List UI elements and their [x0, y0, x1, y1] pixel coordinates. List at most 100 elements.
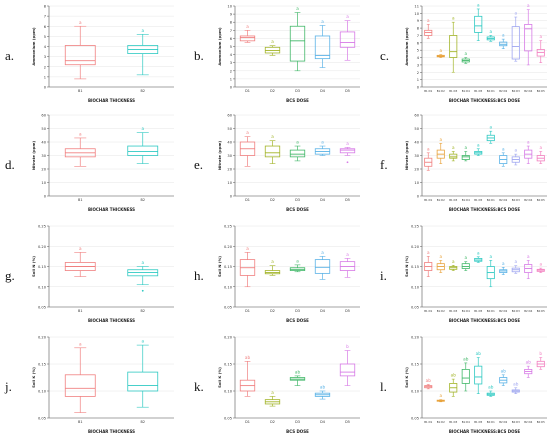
- box-3: ab: [449, 373, 458, 397]
- box-iqr: [289, 25, 306, 62]
- significance-letter: a: [539, 145, 542, 150]
- box-4: a: [461, 145, 470, 162]
- y-tick-label: 4: [417, 56, 420, 60]
- y-tick-label: 0.10: [224, 390, 233, 394]
- y-tick-label: 0.25: [38, 225, 46, 229]
- x-tick-label: B2:D2: [499, 309, 507, 313]
- significance-letter: a: [527, 3, 530, 8]
- box-2: a: [264, 259, 281, 276]
- box-4: a: [314, 140, 331, 156]
- y-tick-label: 6: [230, 37, 233, 41]
- box-4: ab: [314, 385, 331, 400]
- x-tick-label: B1: [78, 420, 82, 424]
- y-tick-label: 8: [230, 21, 233, 25]
- y-axis-label: Ammonium (ppm): [31, 27, 36, 66]
- box-10: a: [536, 34, 545, 64]
- box-5: b: [339, 344, 356, 386]
- box-iqr: [461, 369, 470, 384]
- significance-letter: a: [427, 146, 430, 151]
- box-7: a: [499, 261, 508, 275]
- y-tick-label: 0.10: [224, 285, 233, 289]
- significance-letter: a: [141, 28, 144, 33]
- box-plot-svg: 0 1 2 3 4 5 6 7 8 9 10 11 a B1:D1 a B1:D2 a B1:D3 a B1:D4 a B…: [404, 2, 547, 103]
- significance-letter: a: [452, 145, 455, 150]
- box-plot-svg: 0.05 0.10 0.15 0.20 0.25 a D1 a D2 a D3 a D4 a D5 BCS D…: [217, 225, 360, 323]
- y-tick-label: 20: [227, 168, 232, 172]
- x-tick-label: B2: [141, 198, 145, 202]
- box-plot-panel: 0 10 20 30 40 50 60 a D1 a D2 a D3 a D4 a D5 BCS DOSE Nitr…: [213, 111, 363, 216]
- x-tick-label: B1:D4: [462, 309, 470, 313]
- y-tick-label: 5: [417, 49, 419, 53]
- x-tick-label: D1: [245, 309, 250, 313]
- box-10: a: [536, 145, 545, 164]
- y-tick-label: 20: [41, 168, 46, 172]
- y-tick-label: 9: [417, 19, 420, 23]
- significance-letter: a: [439, 137, 442, 142]
- significance-letter: a: [246, 24, 249, 29]
- panel-label: c.: [380, 48, 390, 63]
- box-plot-panel: 0.05 0.10 0.15 0.20 ab B1:D1 a B1:D2 ab B1:D3 ab B1…: [400, 333, 550, 438]
- y-tick-label: 40: [227, 141, 232, 145]
- panel-label: j.: [5, 379, 12, 394]
- y-tick-label: 9: [230, 13, 233, 17]
- box-plot-svg: 0 1 2 3 4 5 6 7 8 9 10 a D1 a D2 a D3 a D4 a D5 BCS DOSE Ammon…: [217, 5, 360, 103]
- y-tick-label: 0.20: [38, 245, 47, 249]
- significance-letter: a: [502, 146, 505, 151]
- y-tick-label: 0.15: [411, 363, 419, 367]
- box-8: a: [511, 259, 520, 274]
- x-tick-label: B2:D2: [499, 198, 507, 202]
- x-tick-label: B2: [141, 420, 145, 424]
- box-iqr: [339, 363, 356, 377]
- x-axis-label: BIOCHAR THICKNESS:BCS DOSE: [449, 429, 521, 434]
- box-3: a: [449, 16, 458, 73]
- x-tick-label: B1:D5: [474, 198, 482, 202]
- box-1: a: [239, 130, 256, 167]
- significance-letter: b: [346, 344, 349, 349]
- box-5: a: [339, 141, 356, 164]
- y-tick-label: 0.20: [411, 336, 420, 340]
- y-tick-label: 0.10: [38, 285, 47, 289]
- x-axis-label: BIOCHAR THICKNESS: [88, 429, 135, 434]
- x-tick-label: B2:D5: [537, 89, 545, 93]
- x-tick-label: D5: [345, 198, 350, 202]
- significance-letter: ab: [513, 381, 519, 386]
- significance-letter: a: [489, 125, 492, 130]
- y-tick-label: 0.05: [411, 306, 419, 310]
- y-tick-label: 0.10: [411, 285, 420, 289]
- x-tick-label: D5: [345, 89, 350, 93]
- box-1: a: [64, 20, 96, 80]
- x-tick-label: B2:D5: [537, 198, 545, 202]
- panel-label: k.: [194, 379, 204, 394]
- box-2: a: [264, 39, 281, 56]
- x-tick-label: D1: [245, 420, 250, 424]
- y-tick-label: 8: [44, 5, 47, 9]
- y-tick-label: 0.15: [38, 265, 46, 269]
- y-tick-label: 10: [414, 12, 419, 16]
- significance-letter: a: [477, 142, 480, 147]
- x-tick-label: D2: [270, 420, 275, 424]
- box-iqr: [449, 153, 458, 159]
- box-2: a: [436, 393, 445, 403]
- x-tick-label: D3: [295, 309, 300, 313]
- box-5: a: [339, 14, 356, 61]
- box-9: ab: [524, 360, 533, 378]
- box-plot-svg: 0 10 20 30 40 50 60 a B1:D1 a B1:D2 a B1:D3 a B1:D4 a B1…: [404, 114, 547, 212]
- x-tick-label: B2:D2: [499, 89, 507, 93]
- box-plot-svg: 0.05 0.10 0.15 0.20 0.25 a B1 a B2 BIOCHAR THICKN…: [31, 225, 174, 323]
- box-3: ab: [289, 369, 306, 386]
- significance-letter: ab: [463, 356, 469, 361]
- y-tick-label: 1: [230, 77, 232, 81]
- y-axis-label: Soil K (%): [217, 367, 222, 388]
- box-iqr: [64, 45, 96, 66]
- significance-letter: a: [321, 140, 324, 145]
- y-tick-label: 0.15: [411, 265, 419, 269]
- box-9: a: [524, 3, 533, 66]
- y-axis-label: Soil K (%): [31, 367, 36, 388]
- significance-letter: b: [539, 351, 542, 356]
- y-axis-label: Nitrate (ppm): [217, 141, 222, 171]
- y-tick-label: 0: [417, 195, 420, 199]
- y-tick-label: 0: [44, 195, 47, 199]
- y-tick-label: 0.05: [38, 306, 46, 310]
- x-tick-label: B2:D4: [524, 309, 532, 313]
- y-tick-label: 30: [41, 154, 46, 158]
